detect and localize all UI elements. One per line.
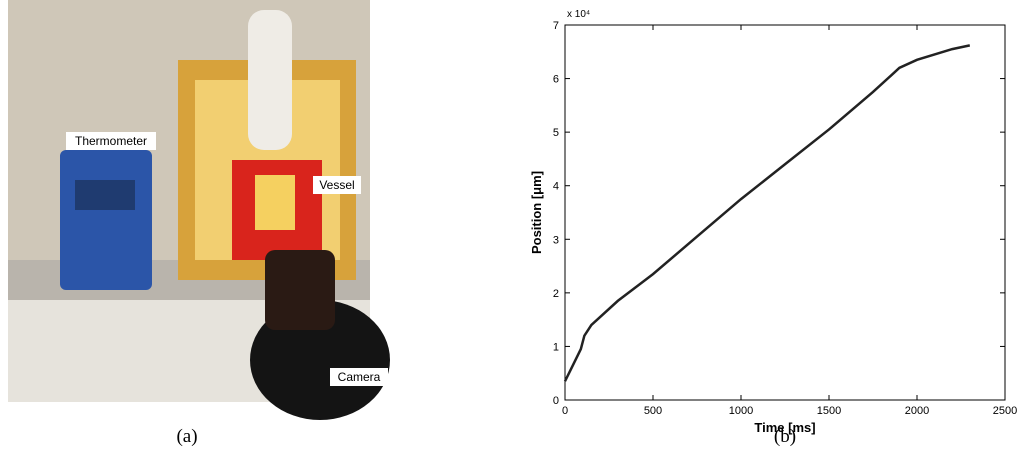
figure-svg: Thermometer Vessel Camera (a) (b) 050010… — [0, 0, 1020, 457]
thermometer — [60, 150, 152, 290]
camera-lens — [265, 250, 335, 330]
photo: Thermometer Vessel Camera — [8, 0, 390, 420]
x-tick-label: 1500 — [817, 405, 841, 417]
sample — [255, 175, 295, 230]
x-tick-label: 2500 — [993, 405, 1017, 417]
chart: 0 500 1000 1500 2000 2500 0 1 2 3 4 5 6 7 x 10⁴ Time [m… — [529, 9, 1017, 435]
y-axis-label: Position [μm] — [529, 171, 544, 254]
x-tick-label: 2000 — [905, 405, 929, 417]
thermometer-display — [75, 180, 135, 210]
photo-label: Camera — [338, 370, 381, 384]
y-tick-label: 7 — [553, 20, 559, 32]
photo-label: Thermometer — [75, 134, 147, 148]
x-tick-label: 1000 — [729, 405, 753, 417]
x-tick-label: 0 — [562, 405, 568, 417]
y-tick-label: 1 — [553, 341, 559, 353]
y-tick-label: 0 — [553, 395, 559, 407]
caption: (a) — [176, 426, 197, 447]
x-tick-label: 500 — [644, 405, 662, 417]
holder — [248, 10, 292, 150]
y-tick-label: 6 — [553, 74, 559, 86]
y-multiplier: x 10⁴ — [567, 9, 590, 20]
y-tick-label: 3 — [553, 234, 559, 246]
y-tick-label: 5 — [553, 127, 559, 139]
x-axis-label: Time [ms] — [754, 420, 815, 435]
y-tick-label: 2 — [553, 288, 559, 300]
photo-label: Vessel — [319, 178, 354, 192]
figure: Thermometer Vessel Camera (a) (b) 050010… — [0, 0, 1020, 457]
data-line — [565, 45, 970, 381]
y-tick-label: 4 — [553, 181, 559, 193]
plot-frame — [565, 25, 1005, 400]
